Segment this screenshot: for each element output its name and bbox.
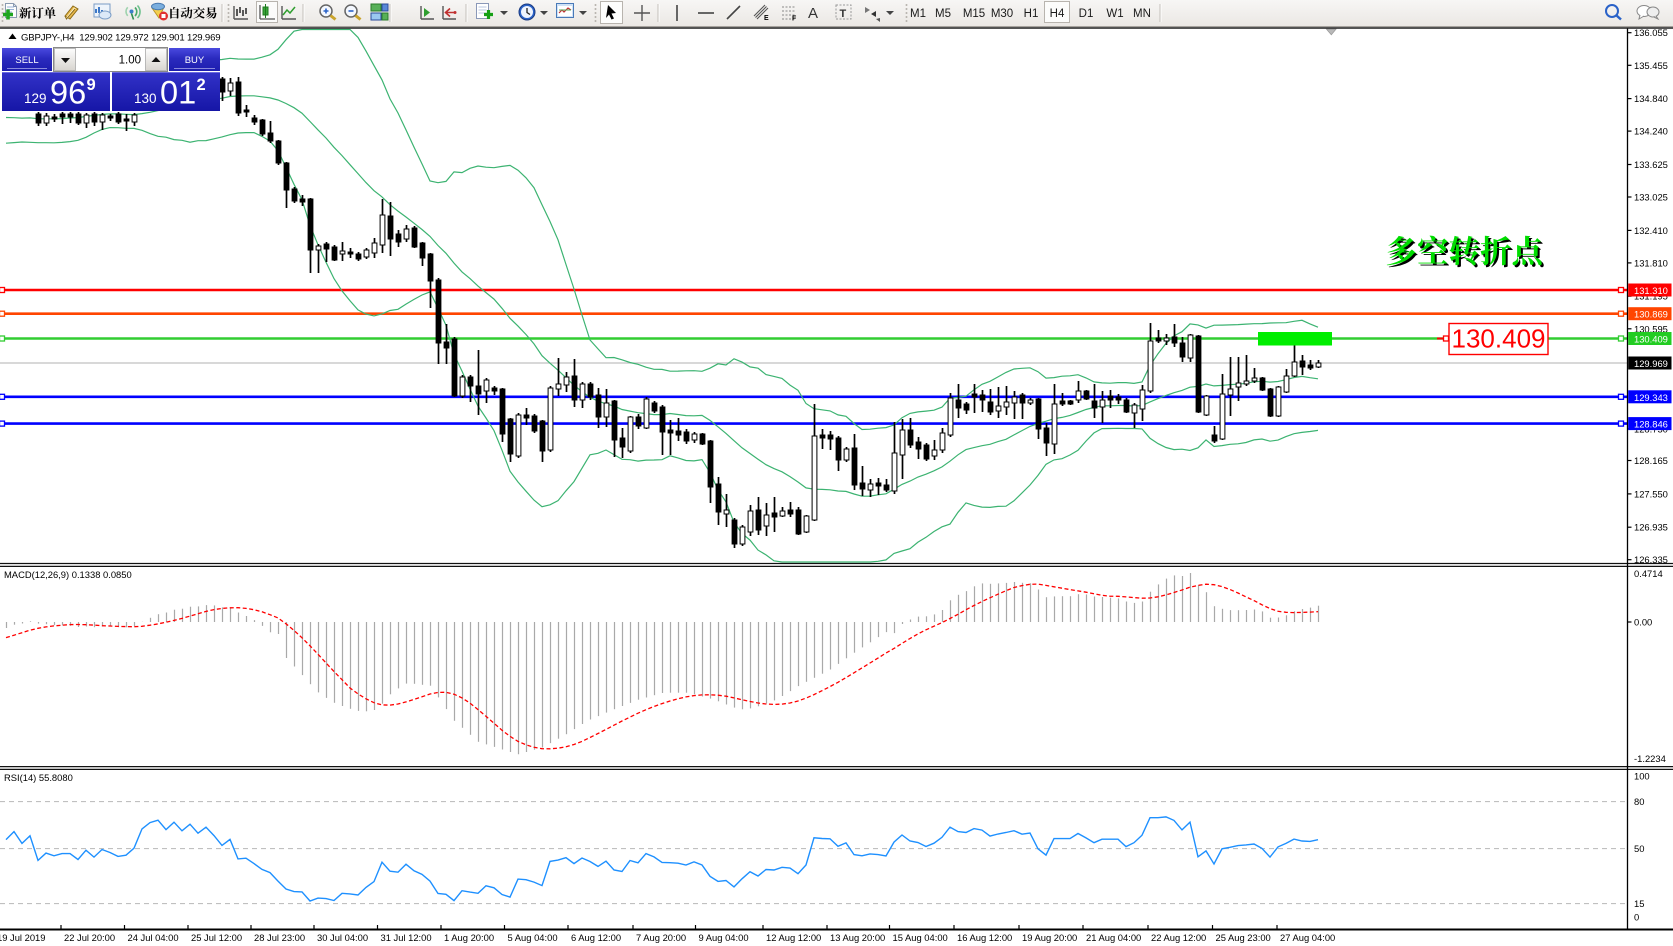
svg-text:M30: M30: [991, 8, 1013, 20]
svg-text:134.840: 134.840: [1634, 93, 1668, 104]
svg-text:50: 50: [1634, 843, 1644, 854]
svg-text:96: 96: [50, 75, 86, 111]
svg-text:H1: H1: [1024, 8, 1039, 20]
svg-text:W1: W1: [1106, 8, 1123, 20]
svg-text:100: 100: [1634, 771, 1650, 782]
svg-text:0: 0: [1634, 912, 1639, 923]
svg-text:9 Aug 04:00: 9 Aug 04:00: [699, 932, 749, 943]
svg-text:H4: H4: [1050, 8, 1065, 20]
svg-text:0.4714: 0.4714: [1634, 568, 1663, 579]
svg-text:25 Jul 12:00: 25 Jul 12:00: [191, 932, 242, 943]
svg-text:28 Jul 23:00: 28 Jul 23:00: [254, 932, 305, 943]
svg-text:0.00: 0.00: [1634, 617, 1652, 628]
svg-text:A: A: [808, 5, 818, 22]
svg-text:129: 129: [24, 91, 47, 106]
svg-text:136.055: 136.055: [1634, 27, 1668, 38]
svg-text:24 Jul 04:00: 24 Jul 04:00: [128, 932, 179, 943]
svg-text:RSI(14) 55.8080: RSI(14) 55.8080: [4, 772, 73, 783]
svg-text:F: F: [792, 16, 797, 23]
svg-text:7 Aug 20:00: 7 Aug 20:00: [636, 932, 686, 943]
svg-text:19 Jul 2019: 19 Jul 2019: [0, 932, 45, 943]
svg-text:01: 01: [160, 75, 196, 111]
svg-text:126.335: 126.335: [1634, 554, 1668, 565]
svg-text:27 Aug 04:00: 27 Aug 04:00: [1280, 932, 1335, 943]
svg-text:22 Jul 20:00: 22 Jul 20:00: [64, 932, 115, 943]
svg-text:30 Jul 04:00: 30 Jul 04:00: [317, 932, 368, 943]
svg-text:132.410: 132.410: [1634, 225, 1668, 236]
svg-text:25 Aug 23:00: 25 Aug 23:00: [1216, 932, 1271, 943]
svg-text:E: E: [764, 15, 769, 22]
svg-text:MACD(12,26,9) 0.1338 0.0850: MACD(12,26,9) 0.1338 0.0850: [4, 569, 132, 580]
svg-text:13 Aug 20:00: 13 Aug 20:00: [830, 932, 885, 943]
svg-text:133.625: 133.625: [1634, 159, 1668, 170]
svg-text:12 Aug 12:00: 12 Aug 12:00: [766, 932, 821, 943]
svg-text:128.846: 128.846: [1634, 419, 1668, 430]
svg-text:31 Jul 12:00: 31 Jul 12:00: [381, 932, 432, 943]
svg-text:-1.2234: -1.2234: [1634, 753, 1666, 764]
svg-text:21 Aug 04:00: 21 Aug 04:00: [1086, 932, 1141, 943]
svg-text:127.550: 127.550: [1634, 488, 1668, 499]
svg-text:15 Aug 04:00: 15 Aug 04:00: [893, 932, 948, 943]
svg-text:M5: M5: [935, 8, 951, 20]
svg-text:130.869: 130.869: [1634, 309, 1668, 320]
svg-text:D1: D1: [1079, 8, 1094, 20]
svg-text:134.240: 134.240: [1634, 126, 1668, 137]
svg-text:129.343: 129.343: [1634, 392, 1668, 403]
svg-text:126.935: 126.935: [1634, 522, 1668, 533]
svg-text:T: T: [840, 8, 847, 20]
svg-text:5 Aug 04:00: 5 Aug 04:00: [508, 932, 558, 943]
svg-text:2: 2: [197, 76, 206, 94]
svg-text:129.969: 129.969: [1634, 358, 1668, 369]
svg-text:9: 9: [87, 76, 96, 94]
svg-text:6 Aug 12:00: 6 Aug 12:00: [571, 932, 621, 943]
svg-text:131.310: 131.310: [1634, 285, 1668, 296]
svg-text:133.025: 133.025: [1634, 192, 1668, 203]
svg-text:131.810: 131.810: [1634, 257, 1668, 268]
svg-text:M15: M15: [963, 8, 985, 20]
svg-text:22 Aug 12:00: 22 Aug 12:00: [1151, 932, 1206, 943]
svg-text:19 Aug 20:00: 19 Aug 20:00: [1022, 932, 1077, 943]
svg-text:1.00: 1.00: [119, 55, 141, 67]
svg-text:15: 15: [1634, 898, 1644, 909]
svg-text:128.165: 128.165: [1634, 455, 1668, 466]
svg-text:BUY: BUY: [185, 55, 205, 66]
svg-text:130: 130: [134, 91, 157, 106]
svg-text:130.595: 130.595: [1634, 323, 1668, 334]
svg-text:MN: MN: [1133, 8, 1151, 20]
svg-text:SELL: SELL: [15, 55, 38, 66]
svg-text:135.455: 135.455: [1634, 60, 1668, 71]
svg-text:80: 80: [1634, 796, 1644, 807]
svg-text:M1: M1: [910, 8, 926, 20]
svg-text:130.409: 130.409: [1452, 324, 1546, 354]
svg-text:GBPJPY-,H4 129.902 129.972 12: GBPJPY-,H4 129.902 129.972 129.901 129.9…: [21, 33, 220, 44]
svg-text:16 Aug 12:00: 16 Aug 12:00: [957, 932, 1012, 943]
svg-text:1 Aug 20:00: 1 Aug 20:00: [444, 932, 494, 943]
svg-text:130.409: 130.409: [1634, 334, 1668, 345]
